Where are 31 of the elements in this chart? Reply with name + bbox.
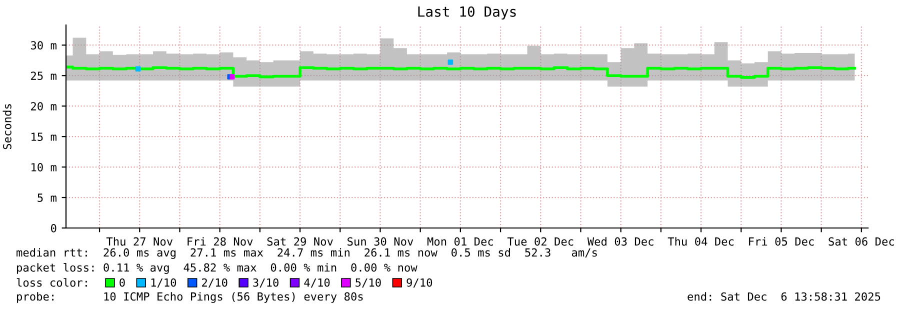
- y-tick-label: 20 m: [31, 102, 56, 110]
- text: packet loss: 0.11 % avg 45.82 % max 0.00 % min 0.00 % now: [17, 263, 418, 274]
- legend-label: 1/10: [151, 278, 176, 288]
- text: median rtt: 26.0 ms avg 27.1 ms max 24.7 ms min 26.1 ms now 0.5 ms sd 52.3 am/s: [16, 248, 597, 259]
- x-tick-label: Tue 02 Dec: [507, 237, 574, 246]
- x-tick-label: Thu 27 Nov: [106, 237, 173, 246]
- x-tick-label: Fri 05 Dec: [749, 237, 814, 246]
- legend-label: 4/10: [304, 278, 330, 288]
- x-tick-label: Thu 04 Dec: [668, 237, 734, 246]
- chart-title: Last 10 Days: [418, 6, 516, 20]
- legend-label: 5/10: [356, 278, 381, 288]
- x-tick-label: Sat 06 Dec: [828, 237, 894, 246]
- legend-label: 2/10: [202, 278, 228, 288]
- y-tick-label: 0: [51, 224, 56, 232]
- legend-label: 3/10: [253, 278, 278, 288]
- text: end: Sat Dec 6 13:58:31 2025: [688, 292, 880, 301]
- text: probe: 10 ICMP Echo Pings (56 Bytes) every 80s: [17, 292, 363, 303]
- x-tick-label: Wed 03 Dec: [587, 237, 654, 246]
- legend-label: 0: [120, 278, 125, 287]
- y-tick-label: 25 m: [31, 72, 56, 80]
- y-tick-label: 10 m: [32, 163, 56, 172]
- x-tick-label: Mon 01 Dec: [427, 237, 493, 246]
- legend-title: loss color:: [16, 278, 87, 287]
- legend-label: 9/10: [406, 278, 432, 288]
- x-tick-label: Sat 29 Nov: [267, 237, 333, 246]
- y-tick-label: 15 m: [32, 132, 56, 141]
- x-tick-label: Fri 28 Nov: [188, 237, 253, 246]
- y-tick-label: 30 m: [30, 41, 56, 50]
- y-tick-label: 5 m: [38, 194, 56, 202]
- x-tick-label: Sun 30 Nov: [348, 237, 414, 246]
- y-axis-title: Seconds: [2, 104, 12, 150]
